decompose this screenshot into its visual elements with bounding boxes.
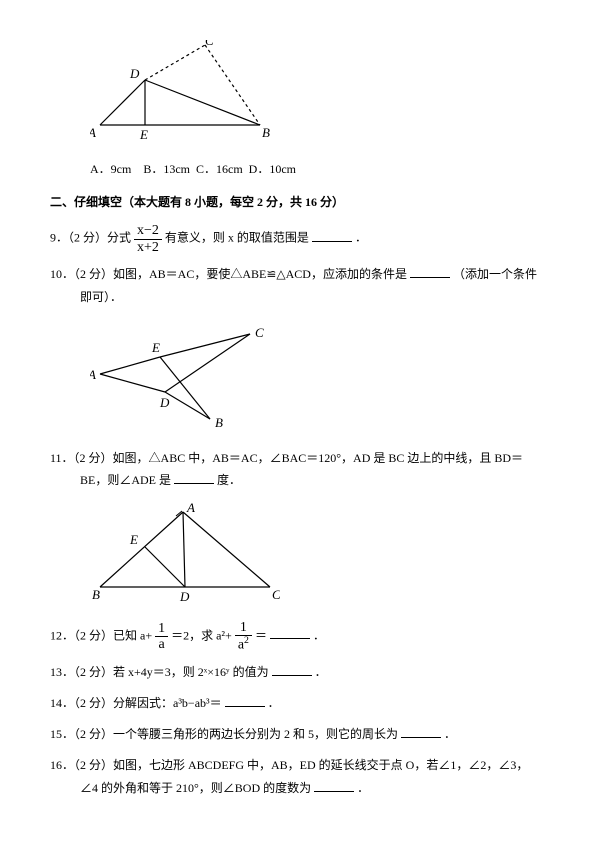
q16-end: ． <box>357 781 369 795</box>
q12-blank <box>270 626 310 639</box>
q16: 16．（2 分）如图，七边形 ABCDEFG 中，AB，ED 的延长线交于点 O… <box>50 754 545 800</box>
q11: 11．（2 分）如图，△ABC 中，AB＝AC，∠BAC＝120°，AD 是 B… <box>50 447 545 493</box>
q10: 10．（2 分）如图，AB＝AC，要使△ABE≌△ACD，应添加的条件是 （添加… <box>50 263 545 309</box>
q13-blank <box>272 663 312 676</box>
q12-end: ． <box>313 628 325 642</box>
q11-line1: 11．（2 分）如图，△ABC 中，AB＝AC，∠BAC＝120°，AD 是 B… <box>50 447 545 470</box>
svg-text:B: B <box>215 415 223 429</box>
svg-text:A: A <box>90 367 96 382</box>
svg-text:A: A <box>90 125 96 140</box>
q14: 14．（2 分）分解因式：a³b−ab³＝ ． <box>50 692 545 715</box>
opt-b: B．13cm <box>143 162 190 176</box>
svg-text:E: E <box>139 127 148 140</box>
q12-prefix: 12．（2 分）已知 a+ <box>50 628 152 642</box>
svg-text:B: B <box>262 125 270 140</box>
q9-suffix: 有意义，则 x 的取值范围是 <box>165 231 309 245</box>
q12-frac1: 1 a <box>155 621 168 653</box>
svg-text:E: E <box>129 532 138 547</box>
svg-text:E: E <box>151 340 160 355</box>
q8-options: A．9cm B．13cm C．16cm D．10cm <box>50 158 545 181</box>
section-2-header: 二、仔细填空（本大题有 8 小题，每空 2 分，共 16 分） <box>50 191 545 214</box>
figure-q11: A B C D E <box>90 502 545 610</box>
q16-line2: ∠4 的外角和等于 210°，则∠BOD 的度数为 <box>80 781 311 795</box>
svg-text:B: B <box>92 587 100 602</box>
q10-line2: 即可）． <box>50 286 545 309</box>
q15-end: ． <box>444 727 456 741</box>
q16-line1: 16．（2 分）如图，七边形 ABCDEFG 中，AB，ED 的延长线交于点 O… <box>50 754 545 777</box>
opt-a: A．9cm <box>90 162 131 176</box>
q13: 13．（2 分）若 x+4y＝3，则 2ˣ×16ʸ 的值为 ． <box>50 661 545 684</box>
q13-end: ． <box>315 665 327 679</box>
q14-text: 14．（2 分）分解因式：a³b−ab³＝ <box>50 696 222 710</box>
q12-suffix: ＝ <box>255 628 267 642</box>
q10-tail: （添加一个条件 <box>453 267 537 281</box>
q12-frac2: 1 a2 <box>235 620 252 653</box>
q10-blank <box>410 265 450 278</box>
q14-end: ． <box>268 696 280 710</box>
q16-blank <box>314 779 354 792</box>
q14-blank <box>225 694 265 707</box>
opt-d: D．10cm <box>249 162 296 176</box>
figure-q8: A B C D E <box>90 40 545 148</box>
svg-text:D: D <box>129 66 140 81</box>
q12-mid: ＝2，求 a²+ <box>171 628 232 642</box>
svg-text:C: C <box>205 40 214 48</box>
q12: 12．（2 分）已知 a+ 1 a ＝2，求 a²+ 1 a2 ＝ ． <box>50 620 545 653</box>
q13-text: 13．（2 分）若 x+4y＝3，则 2ˣ×16ʸ 的值为 <box>50 665 269 679</box>
q11-blank <box>174 471 214 484</box>
q9-blank <box>312 229 352 242</box>
svg-text:A: A <box>186 502 195 515</box>
figure-q10: A B C D E <box>90 319 545 437</box>
svg-text:D: D <box>179 589 190 602</box>
opt-c: C．16cm <box>196 162 243 176</box>
q11-unit: 度． <box>217 473 241 487</box>
q11-line2: BE，则∠ADE 是 <box>80 473 171 487</box>
q15-blank <box>401 725 441 738</box>
q10-text: 10．（2 分）如图，AB＝AC，要使△ABE≌△ACD，应添加的条件是 <box>50 267 407 281</box>
q15-text: 15．（2 分）一个等腰三角形的两边长分别为 2 和 5，则它的周长为 <box>50 727 398 741</box>
q9: 9．（2 分）分式 x−2 x+2 有意义，则 x 的取值范围是 ． <box>50 223 545 255</box>
svg-text:D: D <box>159 395 170 410</box>
q15: 15．（2 分）一个等腰三角形的两边长分别为 2 和 5，则它的周长为 ． <box>50 723 545 746</box>
q9-prefix: 9．（2 分）分式 <box>50 231 134 245</box>
q9-end: ． <box>355 231 367 245</box>
q9-fraction: x−2 x+2 <box>134 223 162 255</box>
svg-text:C: C <box>272 587 280 602</box>
svg-text:C: C <box>255 325 264 340</box>
